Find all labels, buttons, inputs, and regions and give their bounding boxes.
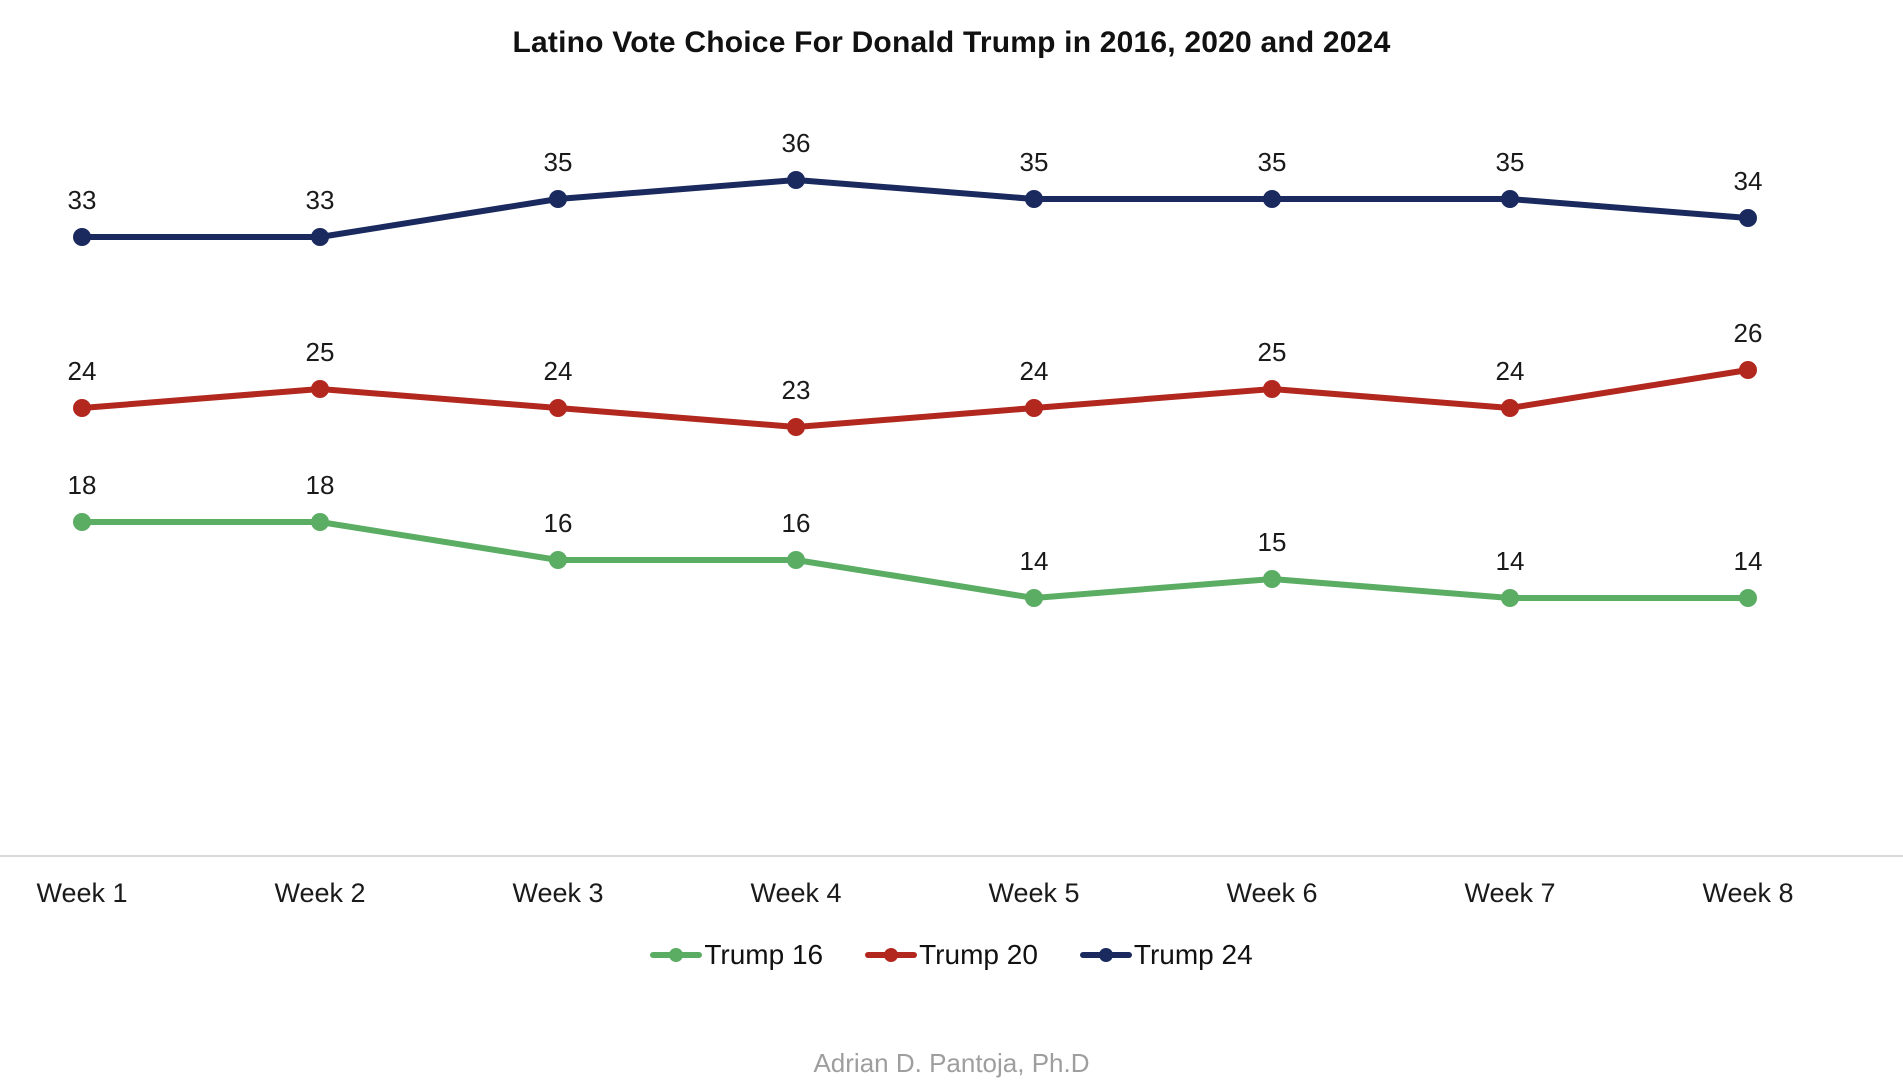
data-point-trump-20 [1263,380,1281,398]
legend-item-trump-16: Trump 16 [650,938,823,972]
data-point-trump-24 [1739,209,1757,227]
x-tick-label: Week 8 [1702,878,1793,908]
attribution: Adrian D. Pantoja, Ph.D [813,1048,1090,1078]
data-label-trump-16: 14 [1734,546,1763,576]
data-point-trump-16 [1263,570,1281,588]
data-label-trump-24: 34 [1734,166,1763,196]
legend-marker-icon [1079,938,1132,972]
data-label-trump-24: 36 [782,128,811,158]
data-label-trump-20: 25 [1258,337,1287,367]
data-label-trump-16: 18 [306,470,335,500]
data-label-trump-20: 24 [68,356,97,386]
legend-item-trump-20: Trump 20 [865,938,1038,972]
x-tick-label: Week 7 [1464,878,1555,908]
data-label-trump-24: 35 [1496,147,1525,177]
data-point-trump-20 [1501,399,1519,417]
data-point-trump-16 [1501,589,1519,607]
x-tick-label: Week 4 [750,878,841,908]
data-label-trump-20: 24 [1496,356,1525,386]
data-label-trump-24: 33 [68,185,97,215]
series-line-trump-24 [79,177,1751,240]
data-label-trump-16: 16 [782,508,811,538]
data-point-trump-20 [1739,361,1757,379]
data-point-trump-16 [1025,589,1043,607]
data-point-trump-16 [1739,589,1757,607]
data-label-trump-16: 14 [1020,546,1049,576]
legend-label-trump-20: Trump 20 [919,939,1038,970]
data-label-trump-20: 23 [782,375,811,405]
legend: Trump 16 Trump 20 Trump 24 [0,938,1903,972]
data-point-trump-24 [549,190,567,208]
data-label-trump-16: 16 [544,508,573,538]
data-label-trump-24: 33 [306,185,335,215]
data-point-trump-16 [549,551,567,569]
data-label-trump-20: 25 [306,337,335,367]
data-point-trump-20 [787,418,805,436]
data-point-trump-16 [311,513,329,531]
legend-label-trump-24: Trump 24 [1133,939,1253,970]
data-label-trump-24: 35 [1020,147,1049,177]
data-label-trump-20: 26 [1734,318,1763,348]
data-point-trump-16 [787,551,805,569]
chart-title: Latino Vote Choice For Donald Trump in 2… [512,26,1391,59]
x-tick-label: Week 2 [274,878,365,908]
series-line-trump-20 [79,367,1751,430]
data-point-trump-16 [73,513,91,531]
data-label-trump-24: 35 [1258,147,1287,177]
x-tick-label: Week 3 [512,878,603,908]
data-point-trump-20 [1025,399,1043,417]
data-label-trump-16: 18 [68,470,97,500]
series-line-trump-16 [79,519,1751,601]
data-point-trump-24 [1263,190,1281,208]
x-tick-label: Week 1 [36,878,127,908]
data-point-trump-24 [1501,190,1519,208]
data-label-trump-20: 24 [1020,356,1049,386]
data-point-trump-20 [73,399,91,417]
data-point-trump-20 [549,399,567,417]
data-point-trump-24 [1025,190,1043,208]
data-label-trump-16: 15 [1258,527,1287,557]
data-point-trump-24 [73,228,91,246]
data-label-trump-16: 14 [1496,546,1525,576]
data-point-trump-20 [311,380,329,398]
legend-marker-icon [865,938,918,972]
data-point-trump-24 [311,228,329,246]
data-label-trump-24: 35 [544,147,573,177]
legend-marker-icon [650,938,703,972]
x-tick-label: Week 5 [988,878,1079,908]
legend-item-trump-24: Trump 24 [1079,938,1253,972]
data-label-trump-20: 24 [544,356,573,386]
x-tick-label: Week 6 [1226,878,1317,908]
legend-label-trump-16: Trump 16 [704,939,824,970]
data-point-trump-24 [787,171,805,189]
